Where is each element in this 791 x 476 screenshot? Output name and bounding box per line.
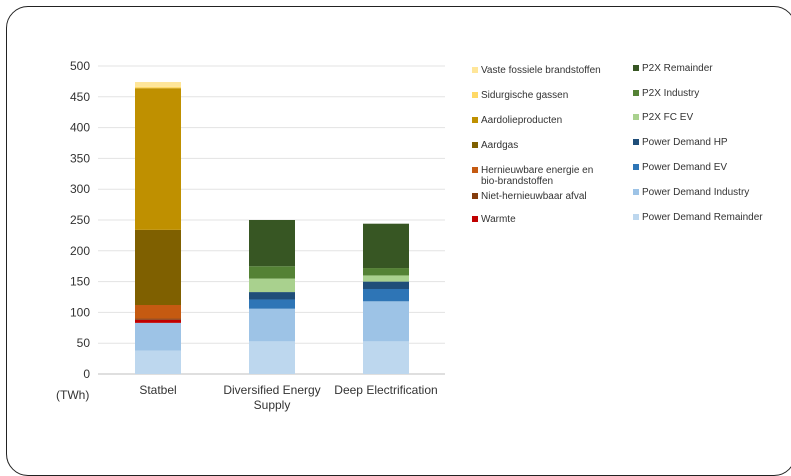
y-tick-label: 250 (70, 213, 90, 227)
legend-swatch (633, 214, 639, 220)
x-category-label: Diversified Energy (223, 383, 320, 397)
legend-swatch (633, 189, 639, 195)
y-tick-label: 450 (70, 90, 90, 104)
legend-swatch (472, 167, 478, 173)
legend-label: P2X Industry (642, 88, 699, 99)
bar-segment (135, 82, 181, 87)
y-tick-label: 200 (70, 244, 90, 258)
bar-segment (135, 88, 181, 230)
bar-segment (363, 281, 409, 289)
bar-segment (363, 288, 409, 302)
x-category-label: Deep Electrification (334, 383, 437, 397)
legend-swatch (633, 114, 639, 120)
bar-segment (135, 305, 181, 319)
bar-segment (249, 341, 295, 374)
legend-swatch (472, 193, 478, 199)
bars (135, 82, 409, 374)
bar-segment (135, 319, 181, 323)
bar-segment (363, 275, 409, 282)
bar-segment (249, 292, 295, 300)
bar-segment (363, 301, 409, 342)
x-category-label: Statbel (139, 383, 176, 397)
legend-label: Power Demand Remainder (642, 212, 763, 223)
legend-label: P2X FC EV (642, 112, 693, 123)
legend-label: Vaste fossiele brandstoffen (481, 65, 601, 76)
y-tick-label: 100 (70, 305, 90, 319)
bar-segment (249, 220, 295, 267)
legend-swatch (472, 117, 478, 123)
bar-segment (135, 322, 181, 351)
legend-swatch (633, 90, 639, 96)
y-tick-label: 500 (70, 59, 90, 73)
legend-label: Power Demand Industry (642, 187, 749, 198)
legend-label: bio-brandstoffen (481, 176, 553, 187)
legend-label: Warmte (481, 214, 516, 225)
legend-swatch (633, 139, 639, 145)
bar-segment (249, 266, 295, 279)
legend-label: P2X Remainder (642, 63, 713, 74)
y-tick-label: 50 (77, 336, 91, 350)
legend-label: Power Demand EV (642, 162, 727, 173)
legend-swatch (472, 92, 478, 98)
bar-segment (363, 223, 409, 269)
x-category-label: Supply (254, 398, 291, 412)
legend-label: Sidurgische gassen (481, 90, 568, 101)
legend-swatch (633, 164, 639, 170)
bar-segment (363, 268, 409, 276)
bar-segment (249, 278, 295, 293)
legend-label: Aardolieproducten (481, 115, 562, 126)
bar-segment (135, 86, 181, 89)
stacked-bar-chart: 0 50 100 150 200 250 300 350 400 450 500 Statbel Di… (56, 59, 763, 412)
y-tick-label: 0 (83, 367, 90, 381)
y-axis-ticks: 0 50 100 150 200 250 300 350 400 450 500 (70, 59, 90, 381)
legend-label: Niet-hernieuwbaar afval (481, 191, 587, 202)
bar-segment (135, 318, 181, 320)
legend-swatch (472, 216, 478, 222)
legend-label: Hernieuwbare energie en (481, 165, 593, 176)
legend-label: Power Demand HP (642, 137, 728, 148)
legend: Vaste fossiele brandstoffen Sidurgische g… (472, 63, 763, 225)
legend-label: Aardgas (481, 140, 518, 151)
bar-segment (249, 308, 295, 342)
bar-segment (249, 299, 295, 309)
legend-swatch (472, 142, 478, 148)
bar-segment (135, 350, 181, 374)
bar-segment (363, 341, 409, 374)
y-tick-label: 350 (70, 151, 90, 165)
y-tick-label: 300 (70, 182, 90, 196)
y-axis-unit-label: (TWh) (56, 388, 89, 402)
y-tick-label: 150 (70, 275, 90, 289)
y-tick-label: 400 (70, 121, 90, 135)
legend-swatch (472, 67, 478, 73)
legend-swatch (633, 65, 639, 71)
bar-segment (135, 229, 181, 306)
